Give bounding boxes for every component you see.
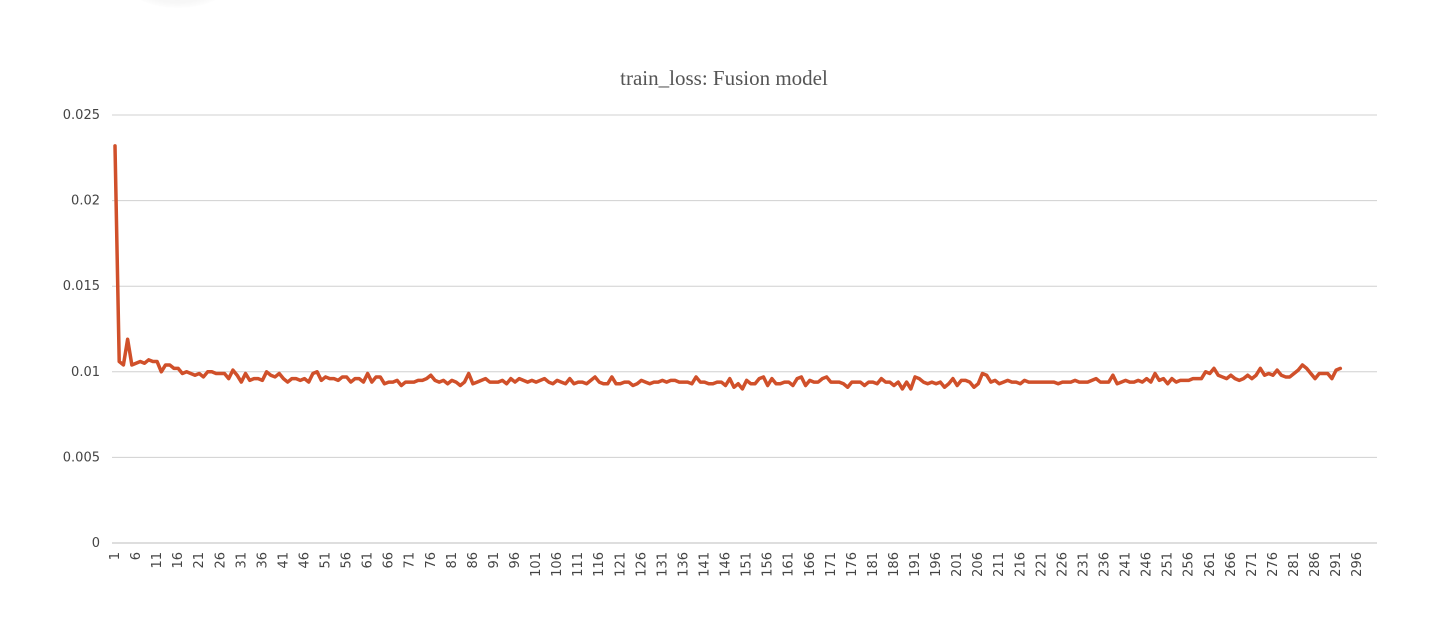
- x-tick-label: 136: [676, 552, 691, 577]
- x-tick-label: 191: [908, 552, 923, 577]
- x-axis-tick-labels: 1 6 11 16 21 26 31 36 41 46 51 56 61 66 71 76 81 86 91 96 10…: [108, 552, 1365, 577]
- x-tick-label: 16: [171, 552, 186, 569]
- x-tick-label: 51: [319, 552, 334, 569]
- series-line-train-loss: [113, 144, 1343, 391]
- x-tick-label: 121: [613, 552, 628, 577]
- chart-title: train_loss: Fusion model: [620, 66, 828, 90]
- x-tick-label: 171: [824, 552, 839, 577]
- x-tick-label: 131: [655, 552, 670, 577]
- corner-shadow: [128, 0, 228, 8]
- x-tick-label: 186: [887, 552, 902, 577]
- y-tick-label: 0.015: [63, 279, 100, 294]
- x-tick-label: 81: [445, 552, 460, 569]
- x-tick-label: 26: [213, 552, 228, 569]
- x-tick-label: 91: [487, 552, 502, 569]
- x-tick-label: 36: [255, 552, 270, 569]
- x-tick-label: 6: [129, 552, 144, 560]
- x-tick-label: 261: [1203, 552, 1218, 577]
- x-tick-label: 201: [950, 552, 965, 577]
- x-tick-label: 161: [782, 552, 797, 577]
- x-tick-label: 31: [234, 552, 249, 569]
- series-layer: [113, 144, 1343, 391]
- x-tick-label: 226: [1055, 552, 1070, 577]
- y-gridlines: [112, 114, 1377, 544]
- x-tick-label: 241: [1119, 552, 1134, 577]
- x-tick-label: 216: [1013, 552, 1028, 577]
- x-tick-label: 181: [866, 552, 881, 577]
- x-tick-label: 286: [1308, 552, 1323, 577]
- x-tick-label: 156: [761, 552, 776, 577]
- x-tick-label: 231: [1076, 552, 1091, 577]
- x-tick-label: 246: [1140, 552, 1155, 577]
- x-tick-label: 281: [1287, 552, 1302, 577]
- x-tick-label: 236: [1098, 552, 1113, 577]
- x-tick-label: 1: [108, 552, 123, 560]
- x-tick-label: 126: [634, 552, 649, 577]
- x-tick-label: 46: [297, 552, 312, 569]
- y-axis-tick-labels: 0 0.005 0.01 0.015 0.02 0.025: [63, 108, 100, 551]
- x-tick-label: 251: [1161, 552, 1176, 577]
- x-tick-label: 166: [803, 552, 818, 577]
- x-tick-label: 66: [382, 552, 397, 569]
- x-tick-label: 211: [992, 552, 1007, 577]
- x-tick-label: 111: [571, 552, 586, 577]
- x-tick-label: 221: [1034, 552, 1049, 577]
- x-tick-label: 11: [150, 552, 165, 569]
- x-tick-label: 61: [361, 552, 376, 569]
- x-tick-label: 21: [192, 552, 207, 569]
- x-tick-label: 146: [719, 552, 734, 577]
- x-tick-label: 266: [1224, 552, 1239, 577]
- x-tick-label: 196: [929, 552, 944, 577]
- x-tick-label: 41: [276, 552, 291, 569]
- x-tick-label: 296: [1350, 552, 1365, 577]
- x-tick-label: 141: [697, 552, 712, 577]
- x-tick-label: 206: [971, 552, 986, 577]
- x-tick-label: 56: [340, 552, 355, 569]
- x-tick-label: 86: [466, 552, 481, 569]
- x-tick-label: 106: [550, 552, 565, 577]
- x-tick-label: 176: [845, 552, 860, 577]
- x-tick-label: 256: [1182, 552, 1197, 577]
- x-tick-label: 96: [508, 552, 523, 569]
- x-tick-label: 71: [403, 552, 418, 569]
- y-tick-label: 0.02: [71, 194, 100, 209]
- y-tick-label: 0.005: [63, 450, 100, 465]
- x-tick-label: 271: [1245, 552, 1260, 577]
- x-tick-label: 276: [1266, 552, 1281, 577]
- x-tick-label: 101: [529, 552, 544, 577]
- y-tick-label: 0.025: [63, 108, 100, 123]
- x-tick-label: 76: [424, 552, 439, 569]
- y-tick-label: 0.01: [71, 365, 100, 380]
- x-tick-label: 116: [592, 552, 607, 577]
- x-tick-label: 291: [1329, 552, 1344, 577]
- x-tick-label: 151: [740, 552, 755, 577]
- y-tick-label: 0: [92, 536, 100, 551]
